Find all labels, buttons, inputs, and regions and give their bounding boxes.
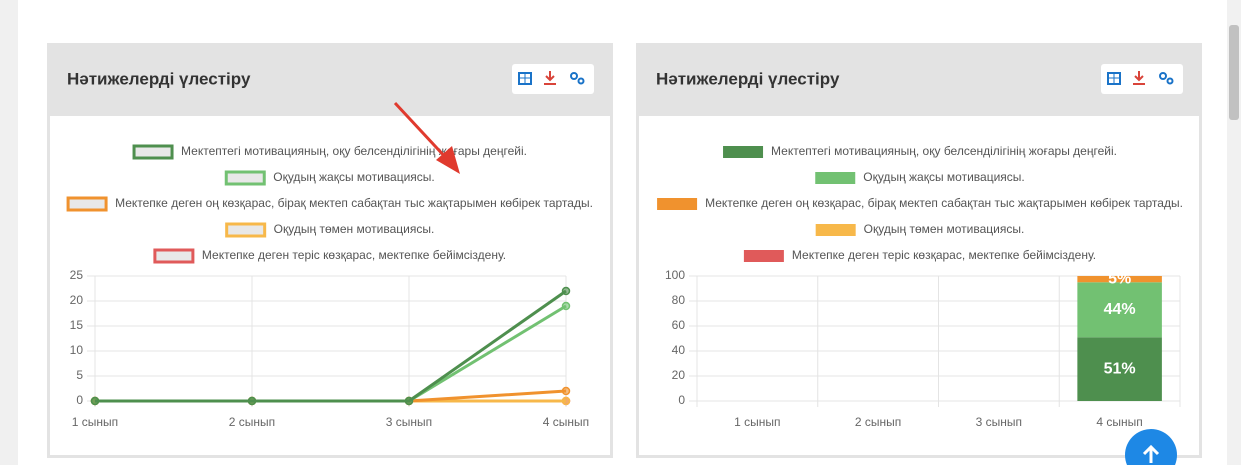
data-label: 5% — [1108, 270, 1131, 287]
data-label: 44% — [1104, 301, 1136, 318]
download-icon[interactable] — [544, 71, 556, 85]
download-icon[interactable] — [1133, 71, 1145, 85]
y-tick-label: 100 — [665, 268, 685, 282]
bar-segment — [1077, 282, 1162, 338]
bar-segment — [1077, 337, 1162, 401]
legend-label: Мектепке деген теріс көзқарас, мектепке … — [792, 248, 1096, 262]
data-label: 51% — [1104, 360, 1136, 377]
chart: Мектептегі мотивацияның, оқу белсенділіг… — [66, 144, 593, 429]
bar-segment — [1077, 276, 1162, 283]
legend-swatch — [225, 222, 267, 238]
toolbar — [512, 64, 594, 94]
x-tick-label: 4 сынып — [543, 415, 589, 429]
x-tick-label: 2 сынып — [229, 415, 275, 429]
y-tick-label: 5 — [76, 368, 83, 382]
legend-swatch — [224, 170, 266, 186]
y-tick-label: 0 — [678, 393, 685, 407]
y-tick-label: 40 — [672, 343, 686, 357]
point — [404, 396, 414, 406]
y-tick-label: 15 — [70, 318, 84, 332]
legend-swatch — [815, 224, 856, 236]
point — [561, 301, 571, 311]
legend-swatch — [815, 172, 856, 184]
table-icon[interactable] — [518, 72, 532, 85]
legend-label: Оқудың төмен мотивациясы. — [864, 222, 1025, 236]
legend-label: Мектептегі мотивацияның, оқу белсенділіг… — [181, 144, 527, 158]
legend-swatch — [657, 198, 698, 210]
x-tick-label: 4 сынып — [1096, 415, 1142, 429]
legend-label: Оқудың жақсы мотивациясы. — [863, 170, 1025, 184]
y-tick-label: 25 — [70, 268, 84, 282]
scroll-thumb[interactable] — [1229, 25, 1239, 120]
legend-label: Мектептегі мотивацияның, оқу белсенділіг… — [771, 144, 1117, 158]
point — [90, 396, 100, 406]
legend-swatch — [66, 196, 108, 212]
legend-swatch — [153, 248, 195, 264]
panel-title: Нәтижелерді үлестіру — [67, 69, 251, 88]
y-tick-label: 20 — [672, 368, 686, 382]
legend-swatch — [132, 144, 174, 160]
panel-body — [50, 116, 610, 455]
legend-label: Оқудың жақсы мотивациясы. — [273, 170, 435, 184]
x-tick-label: 2 сынып — [855, 415, 901, 429]
x-tick-label: 1 сынып — [734, 415, 780, 429]
legend-swatch — [723, 146, 764, 158]
panel-title: Нәтижелерді үлестіру — [656, 69, 840, 88]
x-tick-label: 3 сынып — [976, 415, 1022, 429]
y-tick-label: 10 — [70, 343, 84, 357]
table-icon[interactable] — [1107, 72, 1121, 85]
series-line — [95, 289, 567, 403]
legend-label: Мектепке деген оң көзқарас, бірақ мектеп… — [115, 196, 593, 210]
toolbar — [1101, 64, 1183, 94]
settings-icon[interactable] — [570, 72, 585, 85]
point — [561, 386, 571, 396]
legend-label: Оқудың төмен мотивациясы. — [274, 222, 435, 236]
annotation-arrow — [393, 101, 460, 174]
x-tick-label: 1 сынып — [72, 415, 118, 429]
x-tick-label: 3 сынып — [386, 415, 432, 429]
settings-icon[interactable] — [1159, 72, 1174, 85]
y-tick-label: 0 — [76, 393, 83, 407]
point — [561, 396, 571, 406]
legend-label: Мектепке деген теріс көзқарас, мектепке … — [202, 248, 506, 262]
y-tick-label: 80 — [672, 293, 686, 307]
legend-swatch — [743, 250, 784, 262]
scroll-top-button[interactable] — [1125, 429, 1177, 470]
y-tick-label: 60 — [672, 318, 686, 332]
side-strip — [0, 0, 18, 465]
y-tick-label: 20 — [70, 293, 84, 307]
legend-label: Мектепке деген оң көзқарас, бірақ мектеп… — [705, 196, 1183, 210]
point — [561, 286, 571, 296]
point — [247, 396, 257, 406]
chart: Мектептегі мотивацияның, оқу белсенділіг… — [657, 144, 1183, 429]
